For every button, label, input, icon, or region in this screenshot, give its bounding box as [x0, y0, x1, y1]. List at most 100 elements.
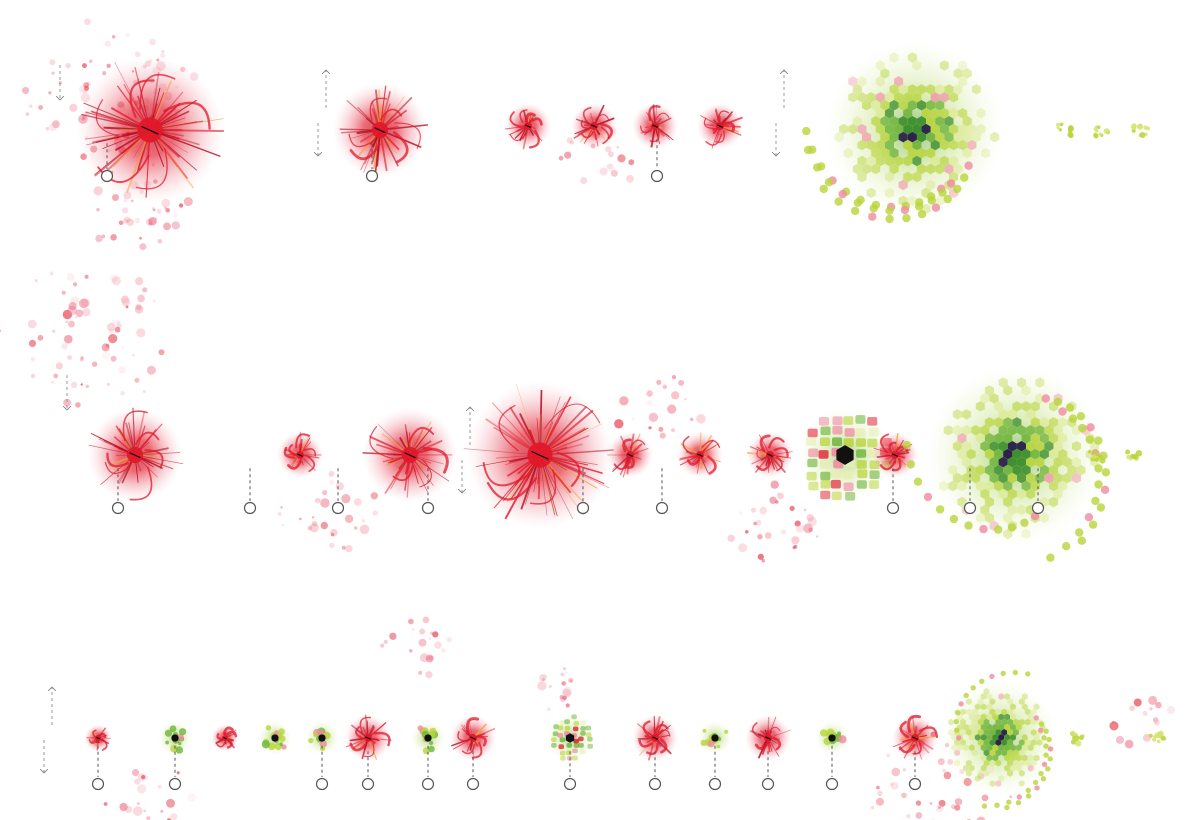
scatter-dot: [137, 802, 140, 805]
scatter-dot: [161, 50, 165, 53]
scatter-dot: [111, 319, 119, 328]
scatter-dot: [890, 782, 894, 787]
scatter-dot: [37, 334, 44, 341]
scatter-dot: [942, 768, 946, 773]
scatter-dot: [440, 647, 446, 653]
scatter-dot: [80, 383, 84, 386]
scatter-dot: [738, 511, 743, 515]
scatter-dot: [152, 207, 156, 211]
green-small-cluster-glyph: [305, 721, 339, 755]
scatter-dot: [80, 356, 84, 360]
green-tiny-glyph: [1070, 730, 1085, 747]
red-flower-glyph: [631, 102, 679, 150]
scatter-dot: [160, 53, 166, 58]
scatter-dot: [616, 145, 620, 149]
scatter-dot: [101, 343, 110, 352]
scatter-dot: [280, 506, 283, 509]
scatter-dot: [915, 800, 922, 806]
scatter-dot: [157, 239, 163, 244]
scatter-dot: [795, 524, 804, 533]
scatter-dot: [170, 813, 178, 820]
scatter-dot: [114, 326, 121, 333]
scatter-dot: [132, 354, 135, 357]
scatter-dot: [546, 707, 551, 712]
red-flower-glyph: [871, 431, 919, 479]
scatter-dot: [803, 523, 813, 534]
red-flower-glyph: [449, 714, 497, 762]
scatter-dot: [662, 384, 668, 390]
scatter-dot: [626, 174, 634, 183]
scatter-dot: [422, 616, 430, 624]
scatter-dot: [82, 63, 87, 69]
scatter-dot: [580, 177, 588, 185]
scatter-dot: [146, 816, 151, 820]
scatter-dot: [425, 671, 433, 679]
scatter-dot: [890, 782, 899, 790]
scatter-dot: [299, 517, 302, 521]
scatter-dot: [25, 112, 30, 116]
scatter-dot: [646, 400, 653, 406]
scatter-dot: [569, 140, 574, 145]
scatter-dot: [562, 695, 567, 700]
scatter-dot: [86, 81, 91, 87]
scatter-dot: [954, 804, 961, 811]
scatter-dot: [49, 59, 56, 66]
scatter-dot: [606, 163, 613, 170]
scatter-dot: [902, 768, 907, 772]
scatter-dot: [0, 329, 2, 333]
scatter-dot: [558, 155, 564, 161]
scatter-dot: [344, 514, 354, 523]
scatter-dot: [981, 794, 989, 802]
scatter-dot: [70, 296, 80, 306]
item-marker: [243, 468, 257, 515]
scatter-dot: [1166, 706, 1175, 715]
scatter-dot: [755, 519, 762, 526]
scatter-dot: [30, 373, 36, 379]
scatter-dot: [108, 334, 118, 344]
scatter-dot: [83, 88, 88, 93]
scatter-dot: [91, 361, 98, 367]
scatter-dot: [599, 167, 608, 176]
scatter-dot: [134, 217, 140, 224]
scatter-dot: [335, 482, 345, 491]
scatter-dot: [143, 775, 148, 780]
scatter-dot: [61, 343, 68, 350]
scatter-dot: [757, 553, 764, 560]
scatter-dot: [1154, 719, 1160, 726]
green-tiny-glyph: [1148, 730, 1167, 744]
red-flower-glyph: [606, 431, 654, 479]
scatter-dot: [793, 544, 798, 549]
scatter-dot: [61, 290, 66, 295]
scatter-dot: [670, 428, 676, 433]
scatter-dot: [132, 769, 140, 777]
red-flower-glyph: [84, 724, 112, 752]
scatter-dot: [806, 514, 814, 522]
scatter-dot: [322, 490, 328, 496]
scatter-dot: [183, 197, 193, 207]
scatter-dot: [816, 535, 819, 538]
glyphs-layer: [76, 41, 1167, 811]
scatter-dot: [877, 790, 883, 796]
scatter-dot: [95, 234, 103, 243]
scatter-dot: [565, 703, 570, 708]
scatter-dot: [671, 375, 677, 380]
scatter-dot: [428, 655, 434, 661]
scatter-dot: [106, 63, 111, 68]
scatter-dot: [409, 649, 413, 653]
item-marker: [315, 745, 329, 791]
scatter-dot: [82, 308, 91, 317]
scatter-dot: [605, 146, 612, 153]
scatter-dot: [134, 377, 140, 383]
scatter-dot: [119, 802, 128, 812]
scatter-dot: [135, 304, 142, 311]
scatter-dot: [142, 390, 146, 393]
scatter-dot: [658, 426, 664, 432]
scatter-dot: [954, 798, 963, 806]
scatter-dot: [179, 203, 184, 208]
scatter-dot: [886, 753, 891, 758]
scatter-dot: [769, 496, 777, 504]
scatter-dot: [1109, 721, 1119, 731]
scatter-dot: [133, 806, 143, 816]
scatter-dot: [631, 417, 635, 421]
scatter-dot: [171, 221, 180, 230]
